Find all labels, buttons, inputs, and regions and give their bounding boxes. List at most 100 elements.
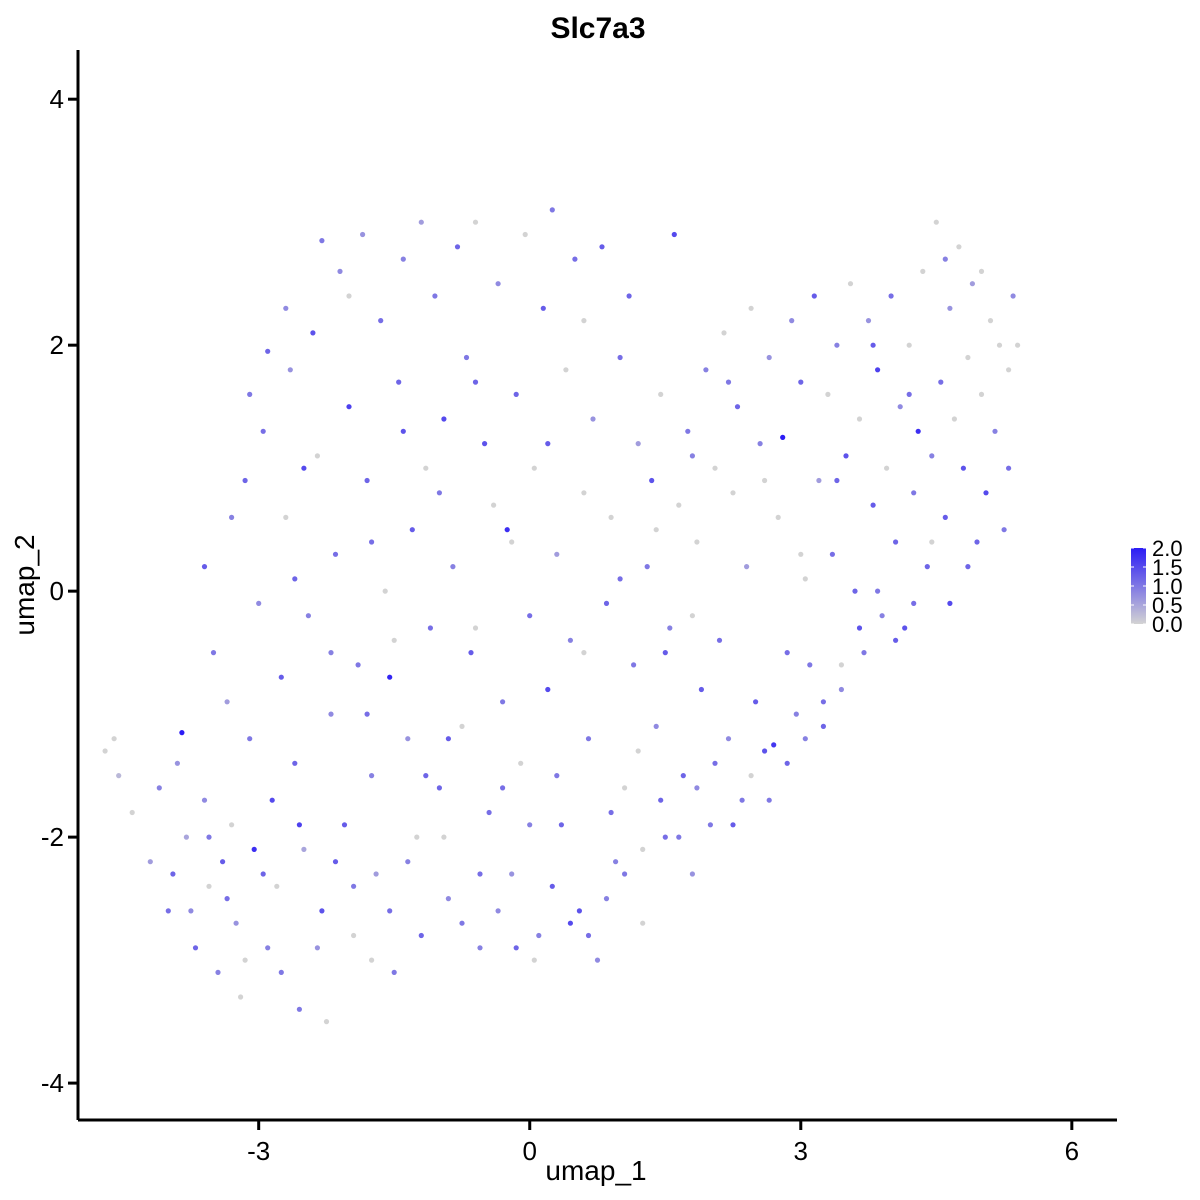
scatter-point bbox=[897, 404, 903, 410]
scatter-point bbox=[947, 600, 953, 607]
scatter-point bbox=[581, 318, 587, 324]
scatter-point bbox=[314, 453, 320, 459]
scatter-point bbox=[802, 736, 808, 742]
scatter-point bbox=[441, 834, 447, 840]
scatter-point bbox=[364, 711, 370, 717]
scatter-point bbox=[265, 348, 271, 354]
scatter-point bbox=[500, 699, 506, 705]
scatter-point bbox=[224, 699, 230, 705]
scatter-point bbox=[748, 305, 754, 311]
scatter-point bbox=[766, 354, 772, 361]
scatter-point bbox=[893, 539, 899, 545]
scatter-point bbox=[594, 957, 601, 963]
scatter-point bbox=[784, 760, 790, 766]
scatter-point bbox=[789, 318, 795, 324]
colorbar-ticks: 2.01.51.00.50.0 bbox=[1131, 536, 1183, 637]
scatter-point bbox=[775, 514, 781, 521]
scatter-point bbox=[856, 625, 863, 631]
scatter-point bbox=[210, 650, 217, 656]
scatter-point bbox=[798, 379, 804, 385]
colorbar-tick-label: 0.5 bbox=[1152, 593, 1183, 618]
scatter-point bbox=[129, 809, 135, 816]
scatter-point bbox=[387, 908, 393, 914]
scatter-point bbox=[459, 920, 465, 926]
scatter-point bbox=[622, 871, 628, 877]
scatter-point bbox=[617, 354, 623, 361]
scatter-point bbox=[513, 391, 519, 397]
scatter-point bbox=[906, 391, 912, 397]
scatter-point bbox=[798, 551, 804, 557]
scatter-point bbox=[369, 539, 375, 545]
scatter-point bbox=[522, 231, 528, 238]
scatter-point bbox=[725, 736, 732, 742]
scatter-point bbox=[251, 846, 257, 853]
scatter-point bbox=[111, 736, 117, 742]
x-tick-label: 0 bbox=[523, 1136, 537, 1166]
scatter-point bbox=[147, 859, 153, 865]
scatter-point bbox=[337, 268, 343, 274]
scatter-point bbox=[332, 551, 339, 557]
scatter-point bbox=[332, 859, 339, 865]
scatter-point bbox=[545, 686, 551, 693]
scatter-point bbox=[427, 625, 433, 631]
chart-title: Slc7a3 bbox=[550, 12, 645, 45]
scatter-point bbox=[500, 785, 506, 791]
scatter-point bbox=[486, 809, 492, 816]
scatter-point bbox=[391, 969, 397, 976]
scatter-point bbox=[504, 527, 510, 533]
scatter-point bbox=[242, 957, 248, 963]
scatter-point bbox=[707, 822, 714, 828]
scatter-point bbox=[712, 465, 718, 471]
scatter-point bbox=[870, 342, 876, 348]
scatter-point bbox=[685, 428, 691, 434]
scatter-point bbox=[1001, 527, 1007, 533]
scatter-point bbox=[585, 932, 592, 939]
scatter-point bbox=[418, 932, 424, 939]
scatter-point bbox=[463, 354, 470, 361]
scatter-point bbox=[491, 502, 497, 508]
scatter-point bbox=[518, 760, 524, 766]
scatter-point bbox=[784, 650, 790, 656]
scatter-point bbox=[676, 834, 682, 840]
scatter-point bbox=[694, 785, 700, 791]
scatter-point bbox=[391, 637, 397, 643]
scatter-point bbox=[861, 650, 867, 656]
scatter-point bbox=[156, 785, 162, 791]
scatter-point bbox=[762, 748, 768, 754]
scatter-point bbox=[658, 391, 664, 397]
scatter-point bbox=[725, 379, 732, 385]
scatter-points bbox=[102, 207, 1021, 1025]
scatter-point bbox=[283, 514, 289, 521]
scatter-point bbox=[482, 441, 488, 447]
scatter-point bbox=[445, 896, 451, 902]
scatter-point bbox=[924, 564, 930, 570]
scatter-point bbox=[965, 354, 971, 361]
y-tick-label: -4 bbox=[41, 1068, 64, 1098]
scatter-point bbox=[527, 822, 533, 828]
scatter-point bbox=[554, 551, 560, 557]
scatter-point bbox=[753, 699, 759, 705]
scatter-point bbox=[423, 773, 429, 779]
scatter-point bbox=[653, 527, 659, 533]
scatter-point bbox=[667, 625, 673, 631]
scatter-point bbox=[662, 834, 668, 840]
scatter-point bbox=[292, 576, 298, 582]
scatter-point bbox=[545, 441, 551, 447]
scatter-point bbox=[617, 576, 623, 582]
scatter-point bbox=[436, 490, 442, 496]
scatter-point bbox=[531, 957, 537, 963]
scatter-point bbox=[613, 859, 619, 865]
scatter-point bbox=[590, 416, 596, 422]
scatter-point bbox=[730, 822, 736, 828]
scatter-point bbox=[716, 637, 723, 643]
scatter-point bbox=[296, 1006, 302, 1012]
scatter-point bbox=[215, 969, 221, 976]
x-tick-label: -3 bbox=[247, 1136, 270, 1166]
scatter-point bbox=[229, 514, 235, 521]
scatter-point bbox=[409, 527, 415, 533]
scatter-point bbox=[838, 686, 845, 693]
x-tick-label: 3 bbox=[794, 1136, 808, 1166]
scatter-point bbox=[233, 920, 239, 926]
scatter-point bbox=[698, 686, 705, 693]
scatter-point bbox=[509, 871, 515, 877]
